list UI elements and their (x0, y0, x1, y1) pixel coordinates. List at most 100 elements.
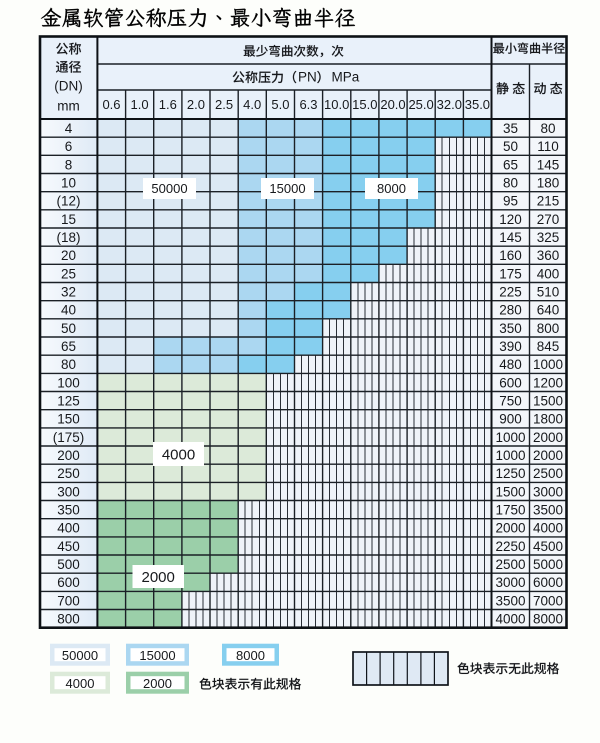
svg-text:4000: 4000 (66, 676, 95, 691)
svg-text:180: 180 (537, 175, 560, 190)
svg-text:2000: 2000 (495, 521, 525, 536)
svg-text:2.5: 2.5 (215, 97, 233, 112)
svg-text:7000: 7000 (533, 593, 563, 608)
svg-text:35: 35 (503, 121, 518, 136)
svg-text:95: 95 (503, 194, 518, 209)
svg-text:145: 145 (499, 230, 522, 245)
svg-text:450: 450 (57, 539, 80, 554)
svg-text:350: 350 (57, 502, 80, 517)
svg-text:15000: 15000 (269, 181, 305, 196)
svg-text:8000: 8000 (533, 611, 563, 626)
svg-text:15.0: 15.0 (352, 97, 377, 112)
svg-text:(18): (18) (56, 230, 80, 245)
svg-text:4000: 4000 (495, 611, 525, 626)
svg-text:20.0: 20.0 (380, 97, 405, 112)
svg-text:600: 600 (499, 375, 522, 390)
svg-text:3500: 3500 (495, 593, 525, 608)
svg-text:100: 100 (57, 375, 80, 390)
svg-text:800: 800 (537, 321, 560, 336)
svg-text:280: 280 (499, 303, 522, 318)
svg-text:4000: 4000 (533, 521, 563, 536)
svg-text:750: 750 (499, 393, 522, 408)
svg-text:8000: 8000 (377, 181, 406, 196)
svg-text:510: 510 (537, 284, 560, 299)
svg-text:50: 50 (503, 139, 518, 154)
svg-text:1500: 1500 (495, 484, 525, 499)
svg-text:1200: 1200 (533, 375, 563, 390)
svg-text:80: 80 (61, 357, 76, 372)
svg-text:125: 125 (57, 393, 80, 408)
svg-text:(DN): (DN) (54, 78, 83, 93)
svg-text:10.0: 10.0 (324, 97, 349, 112)
svg-text:50000: 50000 (62, 648, 98, 663)
svg-text:700: 700 (57, 593, 80, 608)
svg-text:160: 160 (499, 248, 522, 263)
svg-text:1800: 1800 (533, 412, 563, 427)
svg-text:2000: 2000 (533, 448, 563, 463)
svg-text:2000: 2000 (533, 430, 563, 445)
svg-text:900: 900 (499, 412, 522, 427)
svg-text:1750: 1750 (495, 502, 525, 517)
svg-text:390: 390 (499, 339, 522, 354)
svg-text:65: 65 (61, 339, 76, 354)
svg-text:350: 350 (499, 321, 522, 336)
svg-text:1000: 1000 (495, 430, 525, 445)
svg-text:0.6: 0.6 (102, 97, 120, 112)
svg-text:(12): (12) (56, 194, 80, 209)
svg-text:150: 150 (57, 412, 80, 427)
svg-text:(175): (175) (53, 430, 85, 445)
svg-text:1000: 1000 (495, 448, 525, 463)
svg-text:3000: 3000 (495, 575, 525, 590)
svg-text:175: 175 (499, 266, 522, 281)
svg-text:20: 20 (61, 248, 76, 263)
svg-text:25.0: 25.0 (408, 97, 433, 112)
svg-text:8: 8 (65, 157, 73, 172)
svg-text:3500: 3500 (533, 502, 563, 517)
svg-text:35.0: 35.0 (465, 97, 490, 112)
svg-text:215: 215 (537, 194, 560, 209)
svg-text:1.0: 1.0 (131, 97, 149, 112)
svg-text:4.0: 4.0 (243, 97, 261, 112)
svg-text:2000: 2000 (142, 569, 175, 586)
svg-text:32: 32 (61, 284, 76, 299)
svg-text:3000: 3000 (533, 484, 563, 499)
svg-text:40: 40 (61, 303, 76, 318)
svg-text:50000: 50000 (151, 181, 187, 196)
svg-text:80: 80 (503, 175, 518, 190)
svg-text:6000: 6000 (533, 575, 563, 590)
svg-text:15000: 15000 (139, 648, 175, 663)
svg-text:1500: 1500 (533, 393, 563, 408)
svg-text:5.0: 5.0 (271, 97, 289, 112)
svg-text:640: 640 (537, 303, 560, 318)
svg-text:600: 600 (57, 575, 80, 590)
svg-text:4: 4 (65, 121, 73, 136)
svg-text:110: 110 (537, 139, 559, 154)
svg-text:8000: 8000 (236, 648, 265, 663)
svg-text:4000: 4000 (162, 446, 195, 463)
svg-text:MPa: MPa (332, 70, 360, 85)
svg-text:400: 400 (57, 521, 80, 536)
svg-text:270: 270 (537, 212, 560, 227)
svg-text:120: 120 (499, 212, 522, 227)
svg-text:6: 6 (65, 139, 73, 154)
svg-text:32.0: 32.0 (437, 97, 462, 112)
svg-text:2250: 2250 (495, 539, 525, 554)
svg-text:400: 400 (537, 266, 560, 281)
svg-text:2000: 2000 (143, 676, 172, 691)
svg-text:2.0: 2.0 (187, 97, 205, 112)
svg-text:15: 15 (61, 212, 76, 227)
svg-text:145: 145 (537, 157, 560, 172)
svg-text:1.6: 1.6 (159, 97, 177, 112)
svg-text:4500: 4500 (533, 539, 563, 554)
svg-text:480: 480 (499, 357, 522, 372)
svg-text:mm: mm (57, 98, 80, 113)
svg-text:2500: 2500 (495, 557, 525, 572)
svg-text:500: 500 (57, 557, 80, 572)
svg-text:6.3: 6.3 (299, 97, 317, 112)
svg-text:50: 50 (61, 321, 76, 336)
svg-text:1250: 1250 (495, 466, 525, 481)
svg-text:65: 65 (503, 157, 518, 172)
svg-text:225: 225 (499, 284, 522, 299)
svg-text:1000: 1000 (533, 357, 563, 372)
svg-text:5000: 5000 (533, 557, 563, 572)
